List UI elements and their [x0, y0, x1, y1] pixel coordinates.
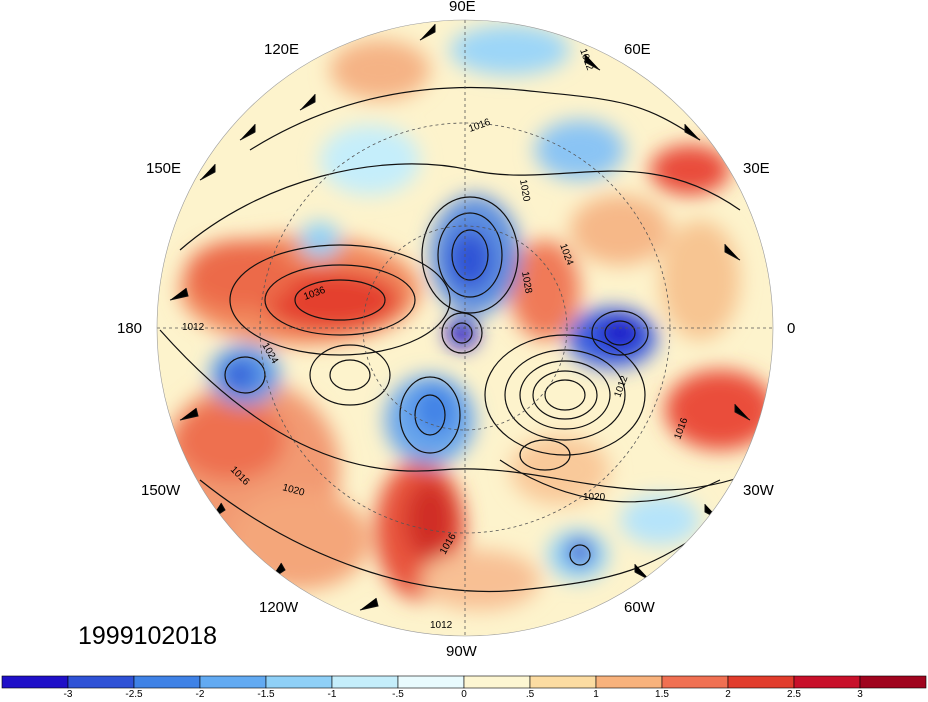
colorbar-bin	[595, 675, 663, 689]
colorbar-bin	[133, 675, 201, 689]
colorbar-bin	[529, 675, 597, 689]
colorbar-tick: 3	[857, 689, 863, 700]
lon-label-30w: 30W	[743, 482, 774, 499]
colorbar-bin	[199, 675, 267, 689]
timestamp-label: 1999102018	[78, 622, 218, 650]
colorbar-tick: 1	[593, 689, 599, 700]
lon-label-90e: 90E	[449, 0, 476, 15]
contour-label: 1020	[517, 179, 532, 203]
colorbar-bin	[859, 675, 927, 689]
colorbar-tick: 2.5	[787, 689, 801, 700]
colorbar	[1, 675, 927, 689]
colorbar-tick: 0	[461, 689, 467, 700]
contour-label: 1012	[430, 620, 453, 631]
lon-label-0: 0	[787, 320, 796, 337]
colorbar-tick: -3	[63, 689, 73, 700]
colorbar-bin	[1, 675, 69, 689]
graticule	[157, 20, 773, 636]
lon-label-150e: 150E	[146, 160, 182, 177]
colorbar-tick: -.5	[392, 689, 404, 700]
colorbar-tick: .5	[525, 689, 535, 700]
colorbar-bin	[331, 675, 399, 689]
contour-label: 1020	[583, 492, 606, 503]
map-boundary	[156, 19, 774, 637]
colorbar-tick: -1.5	[257, 689, 275, 700]
colorbar-bin	[793, 675, 861, 689]
contour-label: 1012	[182, 322, 205, 333]
pressure-contours	[159, 86, 761, 593]
colorbar-bin	[463, 675, 531, 689]
colorbar-bin	[397, 675, 465, 689]
lon-label-180: 180	[117, 320, 143, 337]
lon-label-120w: 120W	[259, 599, 299, 616]
colorbar-bin	[265, 675, 333, 689]
lon-label-90w: 90W	[446, 643, 477, 660]
colorbar-tick: -2	[195, 689, 205, 700]
lon-label-60e: 60E	[624, 41, 651, 58]
anomaly-field	[157, 20, 773, 636]
colorbar-bin	[661, 675, 729, 689]
colorbar-tick: -2.5	[125, 689, 143, 700]
wind-barbs	[169, 24, 751, 611]
colorbar-bin	[67, 675, 135, 689]
lon-label-60w: 60W	[624, 599, 655, 616]
colorbar-tick: -1	[327, 689, 337, 700]
lon-label-30e: 30E	[743, 160, 770, 177]
lon-label-150w: 150W	[141, 482, 181, 499]
colorbar-bin	[727, 675, 795, 689]
lon-label-120e: 120E	[264, 41, 300, 58]
contour-label: 1028	[519, 271, 534, 295]
colorbar-tick-labels: -3 -2.5 -2 -1.5 -1 -.5 0 .5 1 1.5 2 2.5 3	[0, 689, 928, 702]
colorbar-tick: 2	[725, 689, 731, 700]
colorbar-tick: 1.5	[655, 689, 669, 700]
